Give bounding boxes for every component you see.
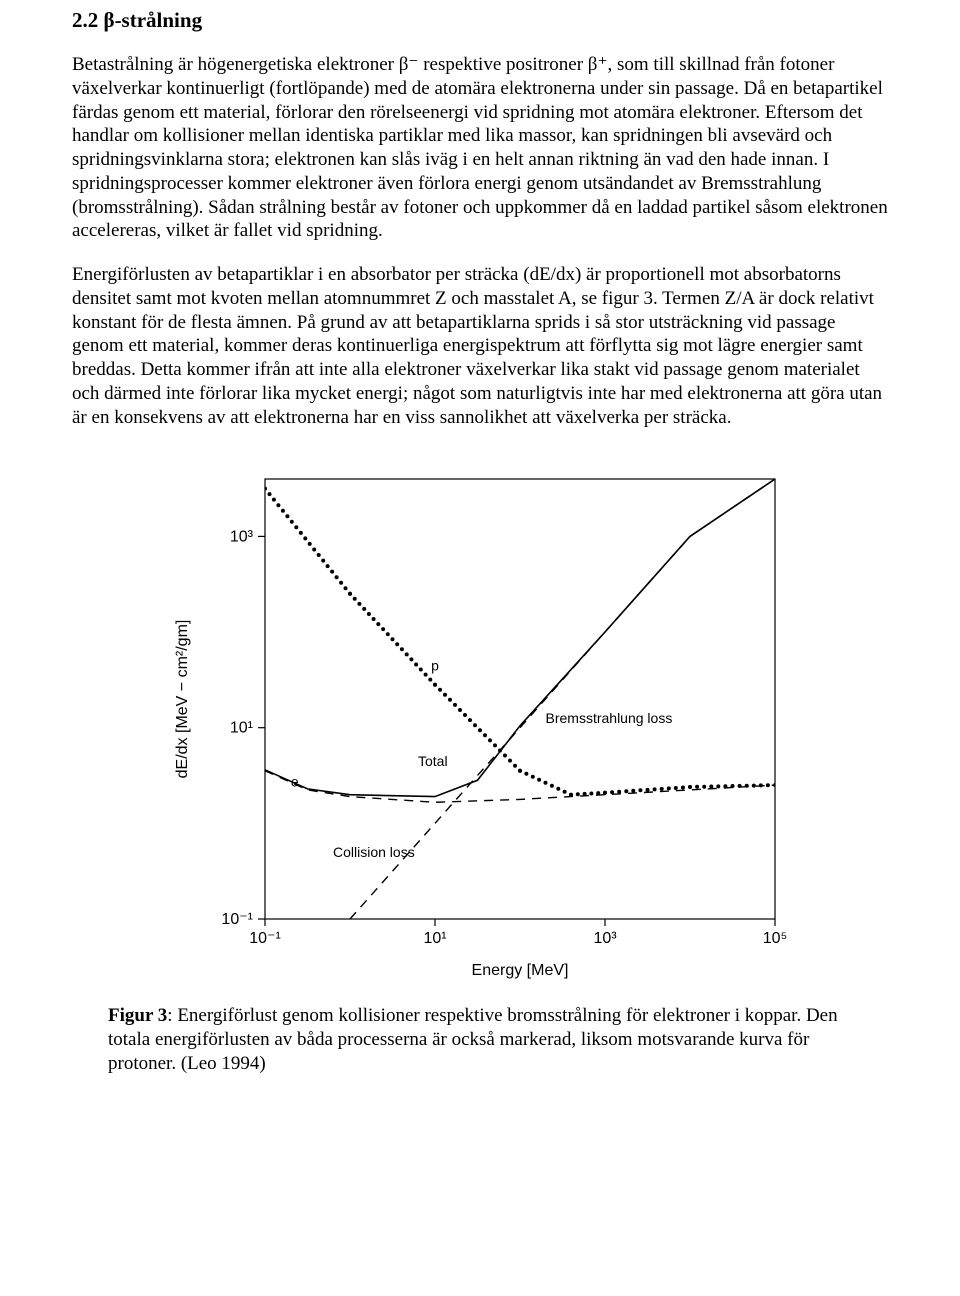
- svg-text:10³: 10³: [230, 529, 254, 546]
- svg-text:10⁻¹: 10⁻¹: [249, 930, 281, 947]
- svg-text:Energy [MeV]: Energy [MeV]: [472, 962, 569, 979]
- svg-text:p: p: [431, 658, 439, 674]
- paragraph-2: Energiförlusten av betapartiklar i en ab…: [72, 263, 888, 429]
- figure-3-caption: Figur 3: Energiförlust genom kollisioner…: [108, 1004, 852, 1075]
- svg-text:Collision loss: Collision loss: [333, 844, 415, 860]
- paragraph-1: Betastrålning är högenergetiska elektron…: [72, 53, 888, 243]
- svg-text:10³: 10³: [593, 930, 617, 947]
- svg-text:10⁻¹: 10⁻¹: [221, 911, 253, 928]
- svg-text:Bremsstrahlung loss: Bremsstrahlung loss: [546, 710, 673, 726]
- svg-text:10¹: 10¹: [423, 930, 446, 947]
- figure-3-chart: 10⁻¹ 10¹ 10³ 10⁵ 10⁻¹ 10¹ 10³ Energy [MeV] dE/dx…: [155, 459, 805, 994]
- svg-text:e: e: [291, 774, 299, 790]
- svg-text:10⁵: 10⁵: [763, 930, 787, 947]
- svg-text:Total: Total: [418, 753, 448, 769]
- svg-text:10¹: 10¹: [230, 720, 253, 737]
- svg-text:dE/dx [MeV − cm²/gm]: dE/dx [MeV − cm²/gm]: [174, 620, 191, 779]
- section-heading: 2.2 β-strålning: [72, 8, 888, 33]
